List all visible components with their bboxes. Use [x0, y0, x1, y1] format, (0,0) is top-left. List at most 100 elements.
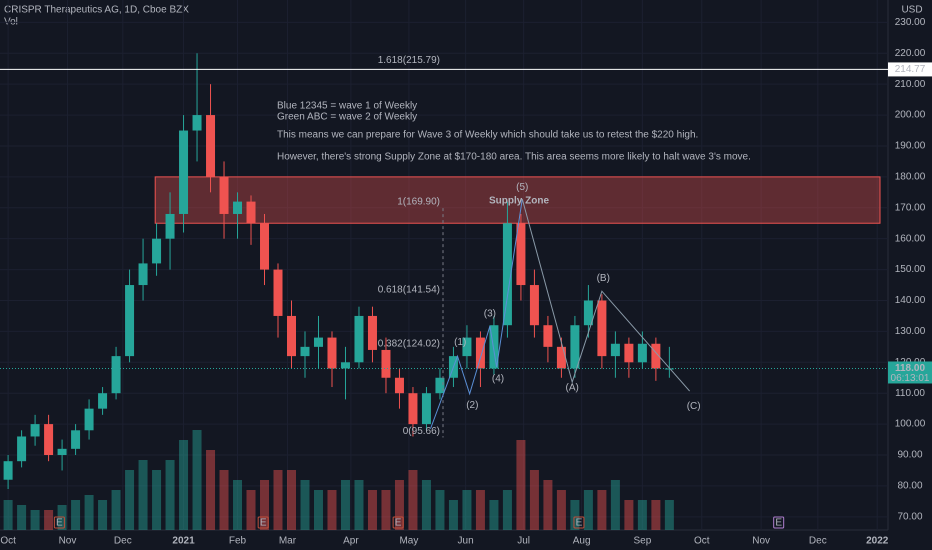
candle-body: [637, 343, 647, 363]
volume-bar: [84, 495, 94, 530]
y-tick-label: 210.00: [895, 79, 926, 90]
candle-body: [44, 424, 54, 456]
x-tick-label: Dec: [809, 536, 827, 547]
x-tick-label: Nov: [59, 536, 77, 547]
impulse-wave: [430, 199, 523, 429]
volume-bar: [664, 500, 674, 530]
candle-body: [192, 115, 202, 131]
y-tick-label: 190.00: [895, 141, 926, 152]
volume-bar: [651, 500, 661, 530]
volume-bar: [421, 480, 431, 530]
volume-bar: [570, 500, 580, 530]
fib-label: 0.618(141.54): [378, 284, 440, 295]
correction-wave: [521, 198, 690, 392]
fib-label: 0.382(124.02): [378, 339, 440, 350]
volume-bar: [233, 480, 243, 530]
x-tick-label: Nov: [752, 536, 770, 547]
candle-body: [381, 349, 391, 378]
candle-body: [138, 263, 148, 286]
candle-body: [219, 176, 229, 214]
volume-bar: [448, 500, 458, 530]
volume-bar: [610, 480, 620, 530]
wave-label: (1): [454, 337, 466, 348]
y-tick-label: 90.00: [897, 450, 922, 461]
x-tick-label: 2021: [172, 536, 195, 547]
wave-label: (5): [516, 182, 528, 193]
y-tick-label: 80.00: [897, 481, 922, 492]
earnings-marker: [773, 516, 785, 529]
volume-bar: [327, 490, 337, 530]
volume-bar: [300, 480, 310, 530]
earnings-label: E: [395, 518, 402, 529]
volume-bar: [624, 500, 634, 530]
candle-body: [152, 238, 162, 264]
y-tick-label: 200.00: [895, 110, 926, 121]
candle-body: [327, 337, 337, 369]
candle-body: [394, 377, 404, 394]
candle-body: [111, 356, 121, 394]
volume-bar: [583, 490, 593, 530]
candle-body: [206, 115, 216, 177]
volume-bar: [17, 505, 27, 530]
note: This means we can prepare for Wave 3 of …: [277, 130, 698, 141]
volume-bar: [354, 480, 364, 530]
note: Blue 12345 = wave 1 of Weekly: [277, 101, 417, 112]
earnings-label: E: [56, 518, 63, 529]
volume-bar: [246, 490, 256, 530]
x-tick-label: Apr: [343, 536, 359, 547]
candle-body: [475, 337, 485, 369]
volume-bar: [313, 490, 323, 530]
earnings-marker: [53, 516, 65, 529]
wave-label: (3): [484, 308, 496, 319]
volume-bar: [98, 500, 108, 530]
y-tick-label: 100.00: [895, 419, 926, 430]
volume-bar: [381, 490, 391, 530]
y-tick-label: 180.00: [895, 172, 926, 183]
volume-bar: [529, 470, 539, 530]
earnings-marker: [392, 516, 404, 529]
y-tick-label: 140.00: [895, 295, 926, 306]
y-tick-label: 70.00: [897, 511, 922, 522]
volume-bar: [597, 490, 607, 530]
last-price-box: [888, 361, 932, 384]
y-tick-label: 170.00: [895, 202, 926, 213]
candle-body: [165, 213, 175, 239]
volume-bar: [179, 440, 189, 530]
candle-body: [3, 461, 13, 480]
x-tick-label: Oct: [694, 536, 710, 547]
x-tick-label: May: [399, 536, 418, 547]
volume-bar: [502, 490, 512, 530]
candle-body: [489, 325, 499, 369]
wave-label: (A): [566, 383, 579, 394]
volume-bar: [3, 500, 13, 530]
volume-bar: [260, 480, 270, 530]
candle-body: [610, 343, 620, 357]
y-tick-label: 150.00: [895, 264, 926, 275]
candle-body: [556, 346, 566, 369]
currency: USD: [901, 5, 922, 16]
x-tick-label: Dec: [114, 536, 132, 547]
candle-body: [462, 337, 472, 357]
volume-bar: [152, 470, 162, 530]
candle-body: [367, 315, 377, 350]
volume-bar: [408, 470, 418, 530]
candle-body: [313, 337, 323, 347]
candle-body: [583, 300, 593, 326]
y-tick-label: 160.00: [895, 233, 926, 244]
candle-body: [354, 315, 364, 363]
wave-label: (4): [492, 374, 504, 385]
candle-body: [233, 201, 243, 214]
volume-bar: [489, 500, 499, 530]
x-tick-label: Mar: [279, 536, 297, 547]
candle-body: [17, 436, 27, 462]
candle-body: [57, 448, 67, 456]
candle-body: [300, 346, 310, 357]
candle-body: [98, 393, 108, 409]
candle-body: [287, 315, 297, 357]
candle-body: [597, 300, 607, 357]
volume-bar: [111, 490, 121, 530]
volume-bar: [516, 440, 526, 530]
candle-body: [421, 393, 431, 425]
wave-label: (2): [466, 400, 478, 411]
x-tick-label: Jun: [458, 536, 474, 547]
